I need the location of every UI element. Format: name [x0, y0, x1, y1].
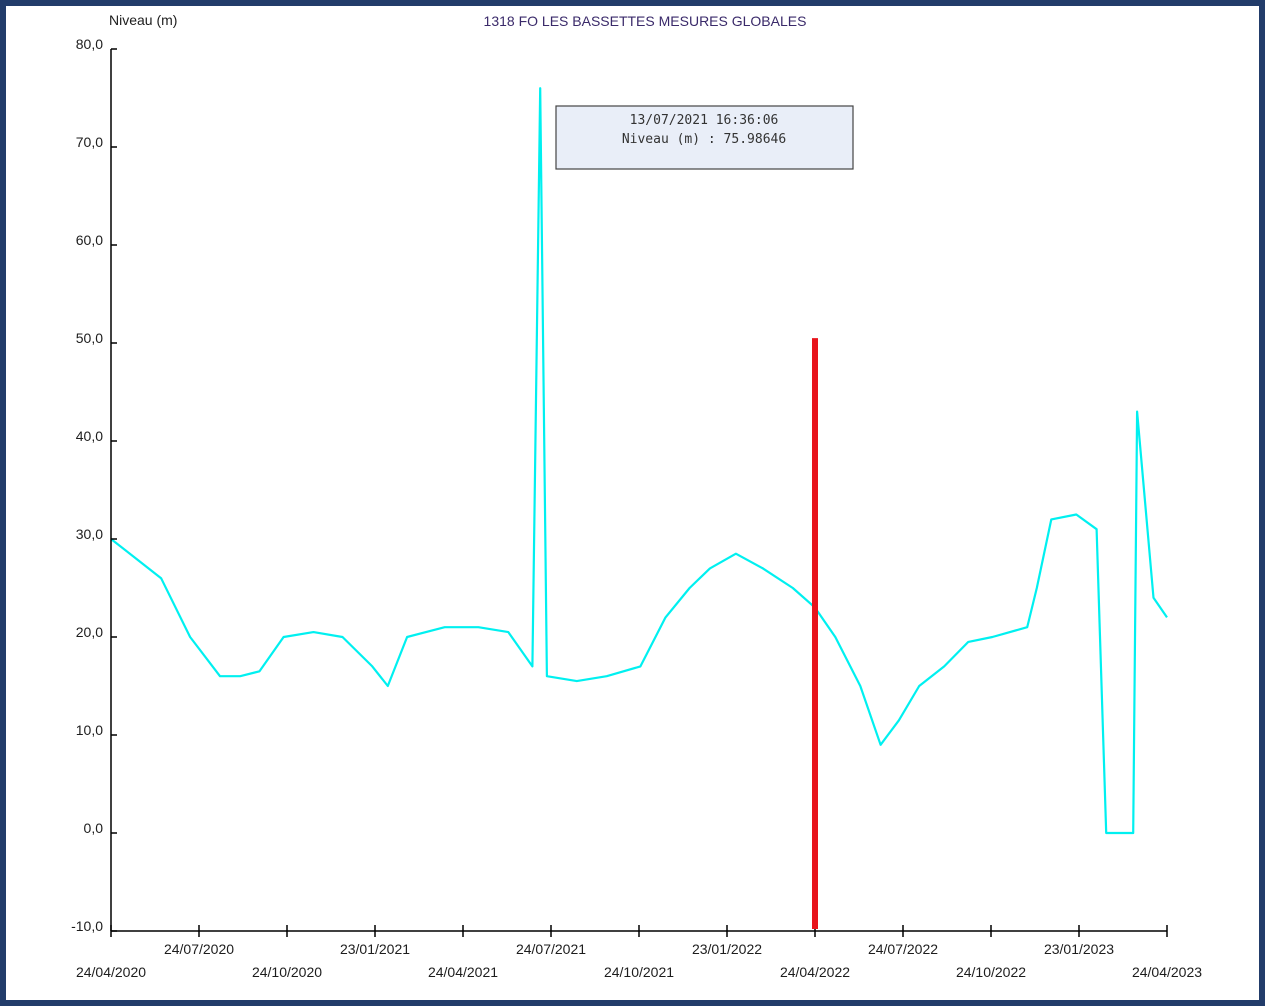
chart-title: 1318 FO LES BASSETTES MESURES GLOBALES [484, 13, 807, 29]
tooltip-date: 13/07/2021 16:36:06 [630, 113, 779, 128]
y-tick-label: 20,0 [76, 624, 103, 640]
y-axis-label: Niveau (m) [109, 12, 177, 28]
x-tick-label: 24/04/2020 [76, 964, 146, 980]
data-tooltip: 13/07/2021 16:36:06 Niveau (m) : 75.9864… [555, 105, 854, 170]
tooltip-box [555, 105, 854, 170]
x-tick-label: 24/04/2022 [780, 964, 850, 980]
x-tick-label: 24/10/2021 [604, 964, 674, 980]
series-layer [110, 87, 1168, 835]
chart-plot: 1318 FO LES BASSETTES MESURES GLOBALES N… [71, 12, 1202, 980]
y-tick-label: 30,0 [76, 526, 103, 542]
x-tick-label: 24/04/2023 [1132, 964, 1202, 980]
x-tick-label: 24/10/2022 [956, 964, 1026, 980]
y-tick-label: 0,0 [84, 820, 104, 836]
y-tick-label: 60,0 [76, 232, 103, 248]
y-tick-label: 70,0 [76, 134, 103, 150]
series-line [110, 87, 1168, 835]
x-tick-label: 23/01/2022 [692, 941, 762, 957]
y-tick-label: 80,0 [76, 36, 103, 52]
x-tick-label: 23/01/2023 [1044, 941, 1114, 957]
x-tick-label: 24/07/2022 [868, 941, 938, 957]
x-tick-label: 24/10/2020 [252, 964, 322, 980]
x-tick-label: 24/07/2020 [164, 941, 234, 957]
y-tick-label: -10,0 [71, 918, 103, 934]
x-tick-label: 24/07/2021 [516, 941, 586, 957]
y-tick-label: 10,0 [76, 722, 103, 738]
x-tick-label: 23/01/2021 [340, 941, 410, 957]
axes-layer: -10,0 0,0 10,0 20,0 30,0 40,0 50,0 60,0 70,0 80,0… [71, 36, 1202, 980]
tooltip-value: Niveau (m) : 75.98646 [622, 132, 786, 147]
y-tick-label: 40,0 [76, 428, 103, 444]
y-tick-label: 50,0 [76, 330, 103, 346]
x-tick-label: 24/04/2021 [428, 964, 498, 980]
